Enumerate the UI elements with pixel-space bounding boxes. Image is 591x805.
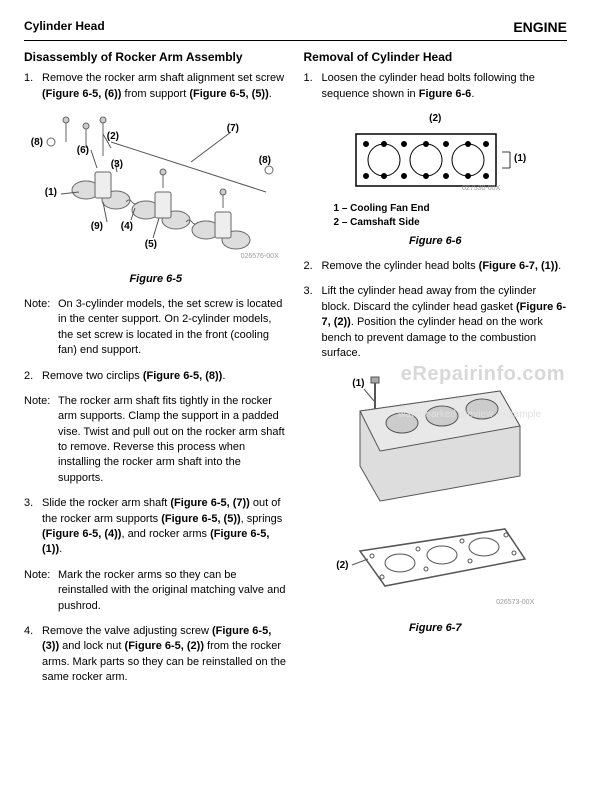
fig67-c1: (1) <box>352 377 364 391</box>
fig67-id: 026573-00X <box>496 598 534 608</box>
left-note-1: On 3-cylinder models, the set screw is l… <box>24 297 288 359</box>
left-note-2: The rocker arm shaft fits tightly in the… <box>24 394 288 486</box>
fig67-c2: (2) <box>336 559 348 573</box>
fig65-c5: (5) <box>145 238 157 252</box>
figure-6-6-image: (1) 027530-00X <box>350 128 520 192</box>
fig65-id: 026576-00X <box>241 252 279 262</box>
right-steps-1: Loosen the cylinder head bolts following… <box>304 71 568 102</box>
fig65-c4: (4) <box>121 220 133 234</box>
right-title: Removal of Cylinder Head <box>304 49 568 66</box>
left-step-2: Remove two circlips (Figure 6-5, (8)). <box>24 369 288 384</box>
figure-6-5-image: (8) (8) (6) (2) (3) (1) (9) (4) (5) (7) … <box>31 112 281 262</box>
left-step-3: Slide the rocker arm shaft (Figure 6-5, … <box>24 496 288 558</box>
fig65-c9: (9) <box>91 220 103 234</box>
left-note-3: Mark the rocker arms so they can be rein… <box>24 568 288 614</box>
page-header: Cylinder Head ENGINE <box>24 18 567 41</box>
left-title: Disassembly of Rocker Arm Assembly <box>24 49 288 66</box>
fig67-caption: Figure 6-7 <box>304 621 568 636</box>
fig66-top: (2) <box>304 112 568 126</box>
left-column: Disassembly of Rocker Arm Assembly Remov… <box>24 49 288 696</box>
fig65-c7: (7) <box>227 122 239 136</box>
fig66-id: 027530-00X <box>462 184 500 194</box>
fig65-caption: Figure 6-5 <box>24 272 288 287</box>
fig65-c8b: (8) <box>259 154 271 168</box>
fig65-c2: (2) <box>107 130 119 144</box>
left-steps-4: Remove the valve adjusting screw (Figure… <box>24 624 288 686</box>
right-steps-2: Remove the cylinder head bolts (Figure 6… <box>304 259 568 361</box>
right-step-1: Loosen the cylinder head bolts following… <box>304 71 568 102</box>
fig65-c6: (6) <box>77 144 89 158</box>
left-step-1: Remove the rocker arm shaft alignment se… <box>24 71 288 102</box>
content-columns: Disassembly of Rocker Arm Assembly Remov… <box>24 49 567 696</box>
header-section: Cylinder Head <box>24 18 105 38</box>
left-step-4: Remove the valve adjusting screw (Figure… <box>24 624 288 686</box>
figure-6-7-image: (1) (2) 026573-00X <box>330 371 540 611</box>
left-steps-2: Remove two circlips (Figure 6-5, (8)). <box>24 369 288 384</box>
fig66-legend-1: 1 – Cooling Fan End <box>334 202 568 216</box>
left-steps-3: Slide the rocker arm shaft (Figure 6-5, … <box>24 496 288 558</box>
fig66-legend-2: 2 – Camshaft Side <box>334 216 568 230</box>
figure-6-6: (2) (1) <box>304 112 568 249</box>
fig65-c3: (3) <box>111 158 123 172</box>
figure-6-7: (1) (2) 026573-00X Figure 6-7 <box>304 371 568 636</box>
fig65-c1: (1) <box>45 186 57 200</box>
right-step-3: Lift the cylinder head away from the cyl… <box>304 284 568 361</box>
left-steps: Remove the rocker arm shaft alignment se… <box>24 71 288 102</box>
fig66-legend: 1 – Cooling Fan End 2 – Camshaft Side <box>334 202 568 230</box>
fig66-right: (1) <box>514 152 526 166</box>
figure-6-5: (8) (8) (6) (2) (3) (1) (9) (4) (5) (7) … <box>24 112 288 287</box>
fig65-c8a: (8) <box>31 136 43 150</box>
header-chapter: ENGINE <box>513 18 567 38</box>
right-step-2: Remove the cylinder head bolts (Figure 6… <box>304 259 568 274</box>
right-column: Removal of Cylinder Head Loosen the cyli… <box>304 49 568 696</box>
fig66-caption: Figure 6-6 <box>304 234 568 249</box>
